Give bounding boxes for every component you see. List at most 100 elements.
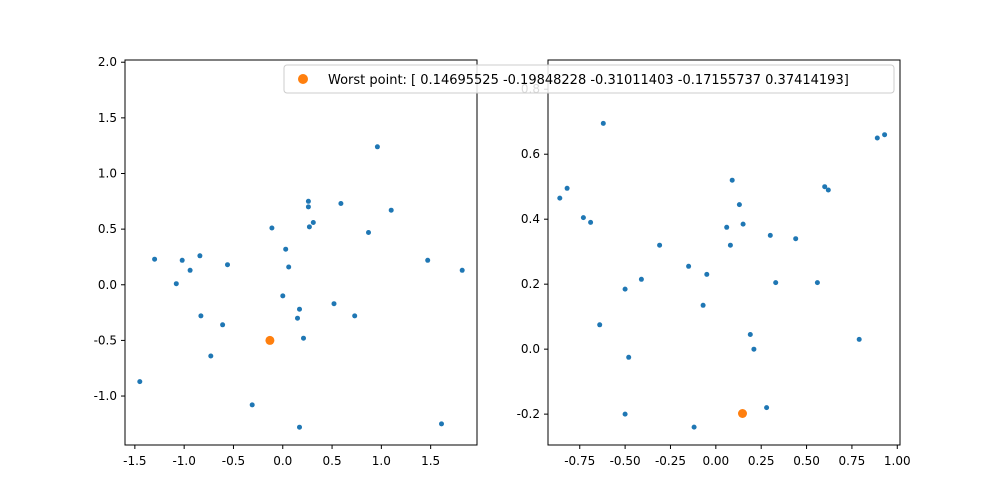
data-point-1-0-9: [626, 354, 632, 360]
x-tick-label-0-0: -1.5: [123, 454, 146, 468]
legend-label: Worst point: [ 0.14695525 -0.19848228 -0…: [328, 73, 849, 88]
data-point-1-0-24: [773, 280, 779, 286]
data-point-1-0-30: [874, 135, 880, 141]
data-point-0-0-13: [286, 264, 292, 270]
data-point-0-0-5: [198, 313, 204, 319]
data-point-0-0-10: [249, 402, 255, 408]
y-tick-label-0-5: 1.5: [98, 111, 117, 125]
data-point-1-0-28: [825, 187, 831, 193]
data-point-0-0-21: [306, 224, 312, 230]
data-point-0-0-14: [280, 293, 286, 299]
data-point-1-0-1: [557, 195, 563, 201]
y-tick-label-1-2: 0.2: [521, 277, 540, 291]
y-tick-label-0-2: 0.0: [98, 278, 117, 292]
data-point-1-0-12: [686, 263, 692, 269]
x-tick-label-0-3: 0.0: [273, 454, 292, 468]
data-point-1-0-2: [564, 185, 570, 191]
data-point-1-0-18: [736, 202, 742, 208]
data-point-1-0-10: [622, 411, 628, 417]
data-point-1-0-14: [704, 271, 710, 277]
x-tick-label-1-6: 0.75: [839, 454, 866, 468]
data-point-1-0-6: [622, 286, 628, 292]
y-tick-label-0-4: 1.0: [98, 166, 117, 180]
x-tick-label-0-6: 1.5: [421, 454, 440, 468]
axes-frame-1: [547, 59, 901, 446]
legend: Worst point: [ 0.14695525 -0.19848228 -0…: [283, 64, 895, 94]
data-point-0-0-3: [173, 281, 179, 287]
y-tick-label-1-1: 0.0: [521, 342, 540, 356]
worst-point-marker-0-1-0: [265, 335, 275, 345]
x-tick-label-1-2: -0.25: [655, 454, 686, 468]
y-tick-label-0-0: -1.0: [94, 389, 117, 403]
data-point-0-0-7: [220, 322, 226, 328]
y-tick-label-0-6: 2.0: [98, 55, 117, 69]
axes-frame-0: [124, 59, 478, 446]
x-tick-label-0-5: 1.0: [372, 454, 391, 468]
worst-point-marker-1-1-0: [738, 409, 747, 418]
data-point-0-0-24: [331, 301, 337, 307]
data-point-1-0-27: [822, 184, 828, 190]
data-point-1-0-13: [700, 302, 706, 308]
data-point-0-0-18: [297, 424, 302, 430]
x-tick-label-1-7: 1.00: [884, 454, 911, 468]
y-tick-label-1-4: 0.6: [521, 147, 540, 161]
data-point-1-0-31: [882, 132, 888, 138]
data-point-1-0-15: [724, 224, 730, 230]
data-point-1-0-16: [727, 242, 733, 248]
data-point-1-0-17: [729, 177, 735, 183]
data-point-1-0-20: [747, 332, 753, 337]
y-tick-label-0-3: 0.5: [98, 222, 117, 236]
x-tick-label-1-5: 0.50: [793, 454, 820, 468]
data-point-0-0-20: [305, 198, 311, 204]
data-point-1-0-19: [740, 221, 746, 227]
data-point-1-0-7: [638, 276, 644, 282]
right-scatter-plot: -0.75 -0.50 -0.25 0.00 0.25 0.50 0.75 1.00 -0.2 0…: [517, 59, 911, 468]
x-tick-label-1-4: 0.25: [748, 454, 775, 468]
x-tick-label-1-1: -0.50: [610, 454, 641, 468]
data-point-0-0-15: [295, 315, 300, 321]
data-point-0-0-11: [269, 225, 275, 231]
data-point-0-0-2: [187, 267, 193, 273]
x-tick-label-0-1: -1.0: [172, 454, 195, 468]
data-point-0-0-12: [283, 246, 289, 252]
data-point-0-0-1: [179, 257, 185, 263]
data-point-0-0-0: [152, 256, 158, 262]
data-point-0-0-22: [310, 220, 316, 225]
data-point-0-0-23: [338, 201, 344, 206]
data-point-1-0-25: [793, 236, 799, 242]
x-tick-label-1-3: 0.00: [702, 454, 729, 468]
data-point-1-0-5: [597, 322, 603, 328]
data-point-1-0-11: [691, 424, 697, 430]
data-point-0-0-16: [297, 306, 302, 312]
data-point-1-0-4: [588, 219, 594, 225]
x-tick-label-0-4: 0.5: [323, 454, 342, 468]
data-point-0-0-27: [366, 230, 371, 235]
data-point-0-0-9: [137, 379, 143, 385]
data-point-0-0-8: [208, 353, 214, 359]
data-point-0-0-19: [305, 204, 311, 210]
legend-marker: [298, 74, 308, 84]
data-point-1-0-0: [600, 120, 606, 126]
x-tick-label-1-0: -0.75: [564, 454, 595, 468]
data-point-1-0-8: [657, 242, 663, 248]
x-tick-label-0-2: -0.5: [222, 454, 245, 468]
data-point-1-0-29: [856, 336, 862, 342]
data-point-0-0-30: [459, 267, 465, 273]
left-scatter-plot: -1.5 -1.0 -0.5 0.0 0.5 1.0 1.5 -1.0 -0.5 0.0 0.5 1.…: [94, 55, 478, 468]
data-point-0-0-31: [439, 421, 444, 427]
data-point-0-0-29: [425, 257, 431, 263]
y-tick-label-1-0: -0.2: [517, 407, 540, 421]
data-point-0-0-17: [301, 335, 306, 341]
data-point-1-0-22: [764, 405, 770, 411]
data-point-0-0-26: [374, 144, 380, 150]
data-point-1-0-21: [751, 346, 757, 352]
data-point-0-0-6: [225, 262, 230, 268]
data-point-1-0-23: [767, 232, 773, 238]
data-point-0-0-4: [197, 253, 203, 259]
y-tick-label-0-1: -0.5: [94, 333, 117, 347]
data-point-1-0-26: [814, 280, 820, 286]
legend-frame: [283, 64, 895, 94]
data-point-0-0-25: [352, 313, 358, 319]
data-point-0-0-28: [388, 207, 394, 213]
